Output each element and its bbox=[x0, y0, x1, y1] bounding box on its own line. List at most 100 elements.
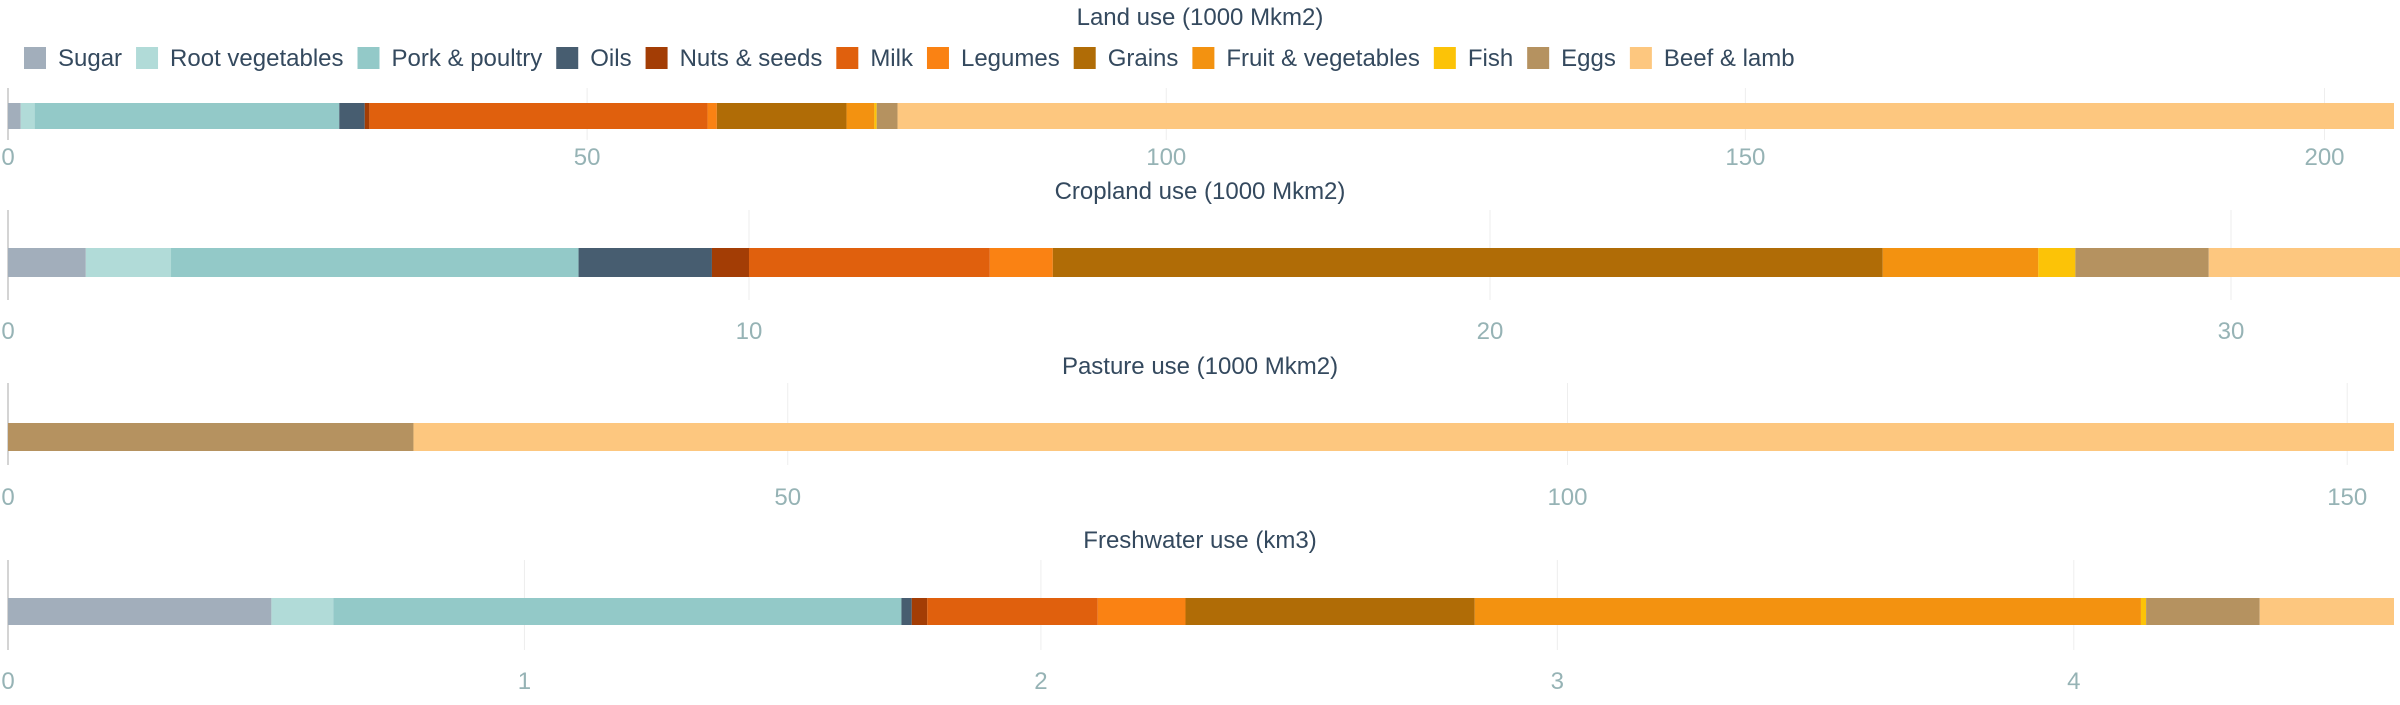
bar-segment-legumes bbox=[1097, 598, 1186, 625]
tick-label: 0 bbox=[1, 668, 14, 695]
tick-label: 0 bbox=[1, 484, 14, 511]
legend-item-root-vegetables[interactable]: Root vegetables bbox=[136, 45, 344, 72]
bar-segment-nuts-and-seeds bbox=[364, 103, 370, 129]
legend-label: Eggs bbox=[1561, 45, 1616, 72]
bar-segment-milk bbox=[369, 103, 708, 129]
tick-label: 50 bbox=[774, 484, 801, 511]
bar-segment-fruit-and-vegetables bbox=[1882, 248, 2039, 277]
bar-segment-oils bbox=[901, 598, 912, 625]
tick-label: 150 bbox=[1725, 144, 1765, 171]
panel-land-use: Land use (1000 Mkm2) 0 50 100 150 200 bbox=[1, 4, 2394, 171]
bar-segment-beef-and-lamb bbox=[2259, 598, 2394, 625]
legend-label: Root vegetables bbox=[170, 45, 343, 72]
tick-label: 4 bbox=[2067, 668, 2080, 695]
bar-segment-fruit-and-vegetables bbox=[1474, 598, 2141, 625]
legend-swatch bbox=[357, 47, 380, 69]
legend-label: Fish bbox=[1468, 45, 1513, 72]
tick-label: 1 bbox=[518, 668, 531, 695]
legend-item-grains[interactable]: Grains bbox=[1073, 45, 1179, 72]
tick-label: 50 bbox=[574, 144, 601, 171]
legend-item-fruit-and-vegetables[interactable]: Fruit & vegetables bbox=[1192, 45, 1420, 72]
bar-segment-nuts-and-seeds bbox=[711, 248, 749, 277]
tick-label: 20 bbox=[1477, 318, 1504, 345]
bar-segment-sugar bbox=[8, 103, 21, 129]
legend-swatch bbox=[556, 47, 579, 69]
bar-segment-oils bbox=[578, 248, 712, 277]
bar-segment-fish bbox=[874, 103, 877, 129]
tick-label: 3 bbox=[1551, 668, 1564, 695]
legend-item-legumes[interactable]: Legumes bbox=[926, 45, 1060, 72]
bar-segment-eggs bbox=[2075, 248, 2209, 277]
bar-segment-grains bbox=[716, 103, 847, 129]
panel-title: Cropland use (1000 Mkm2) bbox=[1055, 178, 1346, 205]
tick-label: 10 bbox=[736, 318, 763, 345]
panel-freshwater-use: Freshwater use (km3) 0 1 2 3 4 bbox=[1, 527, 2394, 695]
legend-label: Oils bbox=[590, 45, 631, 72]
legend-swatch bbox=[1192, 47, 1215, 69]
tick-label: 200 bbox=[2304, 144, 2344, 171]
legend-label: Sugar bbox=[58, 45, 122, 72]
bar-segment-oils bbox=[339, 103, 365, 129]
bar-segment-milk bbox=[927, 598, 1098, 625]
panel-title: Pasture use (1000 Mkm2) bbox=[1062, 353, 1338, 380]
legend-item-milk[interactable]: Milk bbox=[836, 45, 914, 72]
tick-label: 30 bbox=[2218, 318, 2245, 345]
tick-label: 0 bbox=[1, 318, 14, 345]
bar-segment-root-vegetables bbox=[271, 598, 334, 625]
bar-segment-eggs bbox=[2146, 598, 2260, 625]
bar-segment-beef-and-lamb bbox=[897, 103, 2394, 129]
bar-segment-fish bbox=[2140, 598, 2147, 625]
legend-swatch bbox=[1629, 47, 1652, 69]
legend-swatch bbox=[1433, 47, 1456, 69]
bar-segment-milk bbox=[748, 248, 990, 277]
bar-segment-pork-and-poultry bbox=[333, 598, 902, 625]
legend-item-nuts-and-seeds[interactable]: Nuts & seeds bbox=[645, 45, 823, 72]
legend-item-beef-and-lamb[interactable]: Beef & lamb bbox=[1629, 45, 1795, 72]
legend-swatch bbox=[1527, 47, 1550, 69]
bar-segment-pork-and-poultry bbox=[34, 103, 340, 129]
legend-label: Nuts & seeds bbox=[680, 45, 823, 72]
legend-item-sugar[interactable]: Sugar bbox=[24, 45, 122, 72]
tick-label: 2 bbox=[1034, 668, 1047, 695]
bar-segment-eggs bbox=[876, 103, 898, 129]
legend-item-fish[interactable]: Fish bbox=[1433, 45, 1513, 72]
legend-item-oils[interactable]: Oils bbox=[556, 45, 632, 72]
bar-segment-pork-and-poultry bbox=[171, 248, 579, 277]
panel-pasture-use: Pasture use (1000 Mkm2) 0 50 100 150 bbox=[1, 353, 2394, 511]
bar-segment-fruit-and-vegetables bbox=[846, 103, 875, 129]
legend-label: Pork & poultry bbox=[392, 45, 543, 72]
legend-label: Grains bbox=[1108, 45, 1179, 72]
bar-segment-sugar bbox=[8, 598, 272, 625]
bar-segment-root-vegetables bbox=[20, 103, 35, 129]
legend-item-eggs[interactable]: Eggs bbox=[1527, 45, 1616, 72]
legend-swatch bbox=[1073, 47, 1096, 69]
bar-segment-sugar bbox=[8, 248, 86, 277]
legend-label: Legumes bbox=[961, 45, 1060, 72]
bar-segment-eggs bbox=[8, 423, 414, 451]
bar-segment-nuts-and-seeds bbox=[911, 598, 928, 625]
legend-swatch bbox=[645, 47, 668, 69]
legend-item-pork-and-poultry[interactable]: Pork & poultry bbox=[357, 45, 543, 72]
bar-segment-legumes bbox=[989, 248, 1053, 277]
panel-cropland-use: Cropland use (1000 Mkm2) 0 10 20 30 bbox=[1, 178, 2400, 345]
tick-label: 0 bbox=[1, 144, 14, 171]
bar-segment-beef-and-lamb bbox=[2208, 248, 2400, 277]
bar-segment-grains bbox=[1185, 598, 1475, 625]
tick-label: 100 bbox=[1146, 144, 1186, 171]
tick-label: 100 bbox=[1547, 484, 1587, 511]
bar-segment-beef-and-lamb bbox=[413, 423, 2394, 451]
bar-segment-root-vegetables bbox=[85, 248, 172, 277]
tick-label: 150 bbox=[2327, 484, 2367, 511]
bar-segment-grains bbox=[1052, 248, 1883, 277]
legend-label: Milk bbox=[870, 45, 914, 72]
legend-swatch bbox=[136, 47, 159, 69]
legend: Sugar Root vegetables Pork & poultry Oils Nu… bbox=[24, 45, 1795, 72]
legend-swatch bbox=[24, 47, 46, 69]
legend-label: Beef & lamb bbox=[1664, 45, 1795, 72]
panel-title: Land use (1000 Mkm2) bbox=[1077, 4, 1324, 31]
legend-swatch bbox=[926, 47, 949, 69]
legend-label: Fruit & vegetables bbox=[1226, 45, 1419, 72]
bar-segment-fish bbox=[2038, 248, 2076, 277]
